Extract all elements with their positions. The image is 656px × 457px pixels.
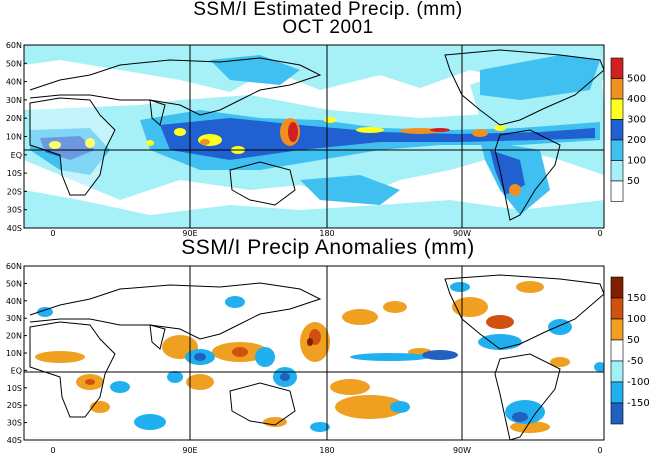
precip-colorbar-swatch <box>610 160 624 182</box>
precip-lon-label: 90E <box>182 229 197 238</box>
precip-lat-label: 20N <box>6 114 22 123</box>
anomaly-map-panel: 60N 50N 40N 30N 20N 10N EQ 10S 20S 30S 40S 0 90E 180… <box>6 262 650 455</box>
precip-colorbar-label: 400 <box>627 94 646 105</box>
anomaly-lat-label: 40N <box>6 297 22 306</box>
precip-colorbar-label: 100 <box>627 156 646 167</box>
precip-lat-label: 30N <box>6 96 22 105</box>
anomaly-colorbar: 150 100 50 -50 -100 -150 <box>610 276 650 425</box>
anomaly-lat-label: 50N <box>6 279 22 288</box>
anomaly-lon-label: 180 <box>319 446 334 455</box>
anomaly-lat-label: 60N <box>6 262 22 271</box>
anomaly-lat-label: 10S <box>7 384 22 393</box>
precip-colorbar-swatch <box>610 180 624 202</box>
anomaly-lat-axis: 60N 50N 40N 30N 20N 10N EQ 10S 20S 30S 40S <box>6 262 27 445</box>
anomaly-lat-label: 30S <box>7 419 22 428</box>
anomaly-coastlines <box>29 274 604 440</box>
anomaly-colorbar-label: 150 <box>627 293 646 304</box>
precip-lon-label: 0 <box>50 229 55 238</box>
precip-title: SSM/I Estimated Precip. (mm) <box>193 0 463 20</box>
anomaly-colorbar-label: 100 <box>627 314 646 325</box>
anomaly-lat-label: 10N <box>6 349 22 358</box>
anomaly-colorbar-label: -100 <box>627 377 650 388</box>
anomaly-lon-label: 0 <box>50 446 55 455</box>
precip-lat-label: 20S <box>7 187 22 196</box>
anomaly-lat-label: 20N <box>6 332 22 341</box>
anomaly-grid <box>24 266 604 440</box>
anomaly-colorbar-swatch <box>610 402 624 425</box>
precip-grid <box>24 45 604 228</box>
precip-colorbar: 500 400 300 200 100 50 <box>610 57 646 202</box>
precip-colorbar-swatch <box>610 98 624 120</box>
precip-lat-axis: 60N 50N 40N 30N 20N 10N EQ 10S 20S 30S 40S <box>6 41 27 233</box>
anomaly-colorbar-label: 50 <box>627 335 640 346</box>
anomaly-lon-label: 0 <box>597 446 602 455</box>
precip-colorbar-label: 50 <box>627 176 640 187</box>
precip-lat-label: 10N <box>6 133 22 142</box>
precip-colorbar-label: 500 <box>627 74 646 85</box>
precip-lat-label: 60N <box>6 41 22 50</box>
precip-hotspots <box>49 117 521 196</box>
anomaly-lat-label: 20S <box>7 401 22 410</box>
anomaly-lat-label: EQ <box>11 366 22 375</box>
precip-colorbar-swatch <box>610 119 624 141</box>
precip-lat-label: 50N <box>6 59 22 68</box>
anomaly-colorbar-swatch <box>610 318 624 341</box>
precip-lat-label: 30S <box>7 206 22 215</box>
precip-lon-label: 0 <box>597 229 602 238</box>
anomaly-lat-label: 40S <box>7 436 22 445</box>
anomaly-lon-axis: 0 90E 180 90W 0 <box>50 446 602 455</box>
anomaly-colorbar-swatch <box>610 360 624 383</box>
precip-field <box>24 45 604 228</box>
anomaly-lon-label: 90E <box>182 446 197 455</box>
anomaly-colorbar-swatch <box>610 276 624 299</box>
anomaly-colorbar-label: -50 <box>627 356 643 367</box>
precip-lat-label: 40N <box>6 78 22 87</box>
negative-anomalies <box>35 281 570 433</box>
anomaly-colorbar-swatch <box>610 339 624 362</box>
anomaly-colorbar-swatch <box>610 381 624 404</box>
precip-colorbar-label: 300 <box>627 115 646 126</box>
precip-map-panel: 60N 50N 40N 30N 20N 10N EQ 10S 20S 30S 40S 0 90E 180… <box>6 41 646 238</box>
precip-lat-label: EQ <box>11 151 22 160</box>
anomaly-colorbar-swatch <box>610 297 624 320</box>
precip-colorbar-swatch <box>610 78 624 100</box>
precip-colorbar-swatch <box>610 139 624 161</box>
precip-colorbar-label: 200 <box>627 135 646 146</box>
anomaly-title: SSM/I Precip Anomalies (mm) <box>181 236 475 259</box>
precip-lat-label: 10S <box>7 169 22 178</box>
anomaly-lon-label: 90W <box>453 446 471 455</box>
precip-lon-label: 180 <box>319 229 334 238</box>
precip-lat-label: 40S <box>7 224 22 233</box>
precip-lon-axis: 0 90E 180 90W 0 <box>50 229 602 238</box>
anomaly-lat-label: 30N <box>6 314 22 323</box>
anomaly-colorbar-label: -150 <box>627 398 650 409</box>
precip-month: OCT 2001 <box>282 17 374 38</box>
precip-lon-label: 90W <box>453 229 471 238</box>
precip-colorbar-swatch <box>610 57 624 79</box>
